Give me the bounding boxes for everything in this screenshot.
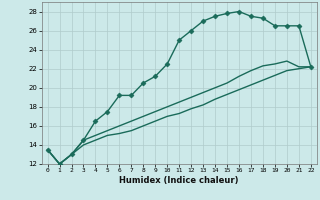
X-axis label: Humidex (Indice chaleur): Humidex (Indice chaleur)	[119, 176, 239, 185]
